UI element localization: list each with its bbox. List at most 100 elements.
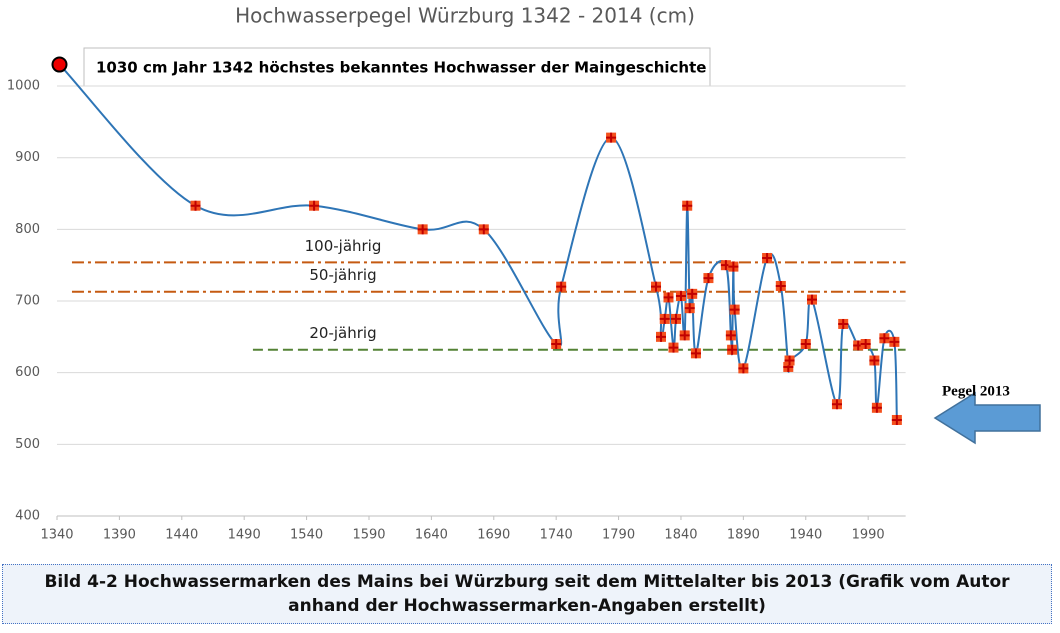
annotation-box (83, 47, 711, 87)
marker (687, 288, 698, 299)
marker-cross (417, 224, 428, 235)
marker (309, 200, 320, 211)
marker (675, 290, 686, 301)
marker-cross (869, 355, 880, 366)
chart: Hochwasserpegel Würzburg 1342 - 2014 (cm… (7, 4, 1041, 543)
marker (725, 330, 736, 341)
marker-cross (687, 288, 698, 299)
marker-cross (651, 281, 662, 292)
reference-label: 100-jährig (305, 237, 382, 255)
marker (668, 342, 679, 353)
x-tick-label: 1740 (540, 528, 573, 543)
marker (51, 56, 68, 73)
marker-cross (690, 348, 701, 359)
marker (551, 339, 562, 350)
marker (871, 402, 882, 413)
marker-cross (659, 313, 670, 324)
marker-cross (831, 399, 842, 410)
marker (190, 200, 201, 211)
x-tick-label: 1640 (415, 528, 448, 543)
reference-label: 50-jährig (309, 266, 376, 284)
marker-cross (738, 363, 749, 374)
x-tick-label: 1690 (477, 528, 510, 543)
marker-cross (725, 330, 736, 341)
x-tick-label: 1340 (40, 528, 73, 543)
marker (684, 303, 695, 314)
marker (606, 132, 617, 143)
marker (727, 344, 738, 355)
marker (889, 336, 900, 347)
marker (860, 339, 871, 350)
x-tick-label: 1440 (165, 528, 198, 543)
marker (659, 313, 670, 324)
y-tick-label: 700 (15, 294, 40, 309)
marker-cross (891, 414, 902, 425)
marker (807, 294, 818, 305)
marker (738, 363, 749, 374)
marker-cross (879, 333, 890, 344)
marker-cross (807, 294, 818, 305)
marker-cross (727, 344, 738, 355)
caption: Bild 4-2 Hochwassermarken des Mains bei … (2, 564, 1052, 624)
arrow (933, 391, 1041, 445)
marker (478, 224, 489, 235)
marker-cross (784, 355, 795, 366)
x-tick-label: 1990 (852, 528, 885, 543)
x-tick-label: 1790 (602, 528, 635, 543)
marker-cross (478, 224, 489, 235)
grid (57, 85, 906, 517)
marker (703, 273, 714, 284)
marker-cross (775, 280, 786, 291)
marker (831, 399, 842, 410)
marker (784, 355, 795, 366)
annotation: 1030 cm Jahr 1342 höchstes bekanntes Hoc… (96, 59, 706, 77)
marker-cross (556, 281, 567, 292)
marker-cross (309, 200, 320, 211)
chart-title: Hochwasserpegel Würzburg 1342 - 2014 (cm… (235, 4, 695, 28)
reference-label: 20-jährig (309, 324, 376, 342)
marker-cross (606, 132, 617, 143)
marker-cross (679, 330, 690, 341)
y-tick-label: 400 (15, 509, 40, 524)
marker-cross (670, 313, 681, 324)
marker-cross (668, 342, 679, 353)
marker (556, 281, 567, 292)
marker (775, 280, 786, 291)
marker-cross (838, 318, 849, 329)
marker-cross (860, 339, 871, 350)
marker (679, 330, 690, 341)
y-tick-label: 1000 (7, 79, 40, 94)
x-tick-label: 1590 (352, 528, 385, 543)
marker (838, 318, 849, 329)
marker (800, 339, 811, 350)
marker-cross (728, 261, 739, 272)
marker-cross (800, 339, 811, 350)
y-tick-label: 500 (15, 437, 40, 452)
marker (869, 355, 880, 366)
x-tick-label: 1890 (727, 528, 760, 543)
x-tick-label: 1390 (103, 528, 136, 543)
marker (729, 304, 740, 315)
series-line (58, 63, 898, 421)
y-tick-label: 900 (15, 150, 40, 165)
marker (682, 200, 693, 211)
marker (762, 253, 773, 264)
x-tick-label: 1940 (789, 528, 822, 543)
marker (879, 333, 890, 344)
marker-cross (682, 200, 693, 211)
marker (656, 331, 667, 342)
marker-cross (762, 253, 773, 264)
marker (670, 313, 681, 324)
marker-cross (663, 292, 674, 303)
x-tick-label: 1490 (228, 528, 261, 543)
marker-cross (729, 304, 740, 315)
y-tick-label: 600 (15, 365, 40, 380)
marker-cross (656, 331, 667, 342)
marker-cross (889, 336, 900, 347)
marker-cross (871, 402, 882, 413)
y-tick-label: 800 (15, 222, 40, 237)
marker-cross (190, 200, 201, 211)
marker-cross (675, 290, 686, 301)
marker (417, 224, 428, 235)
